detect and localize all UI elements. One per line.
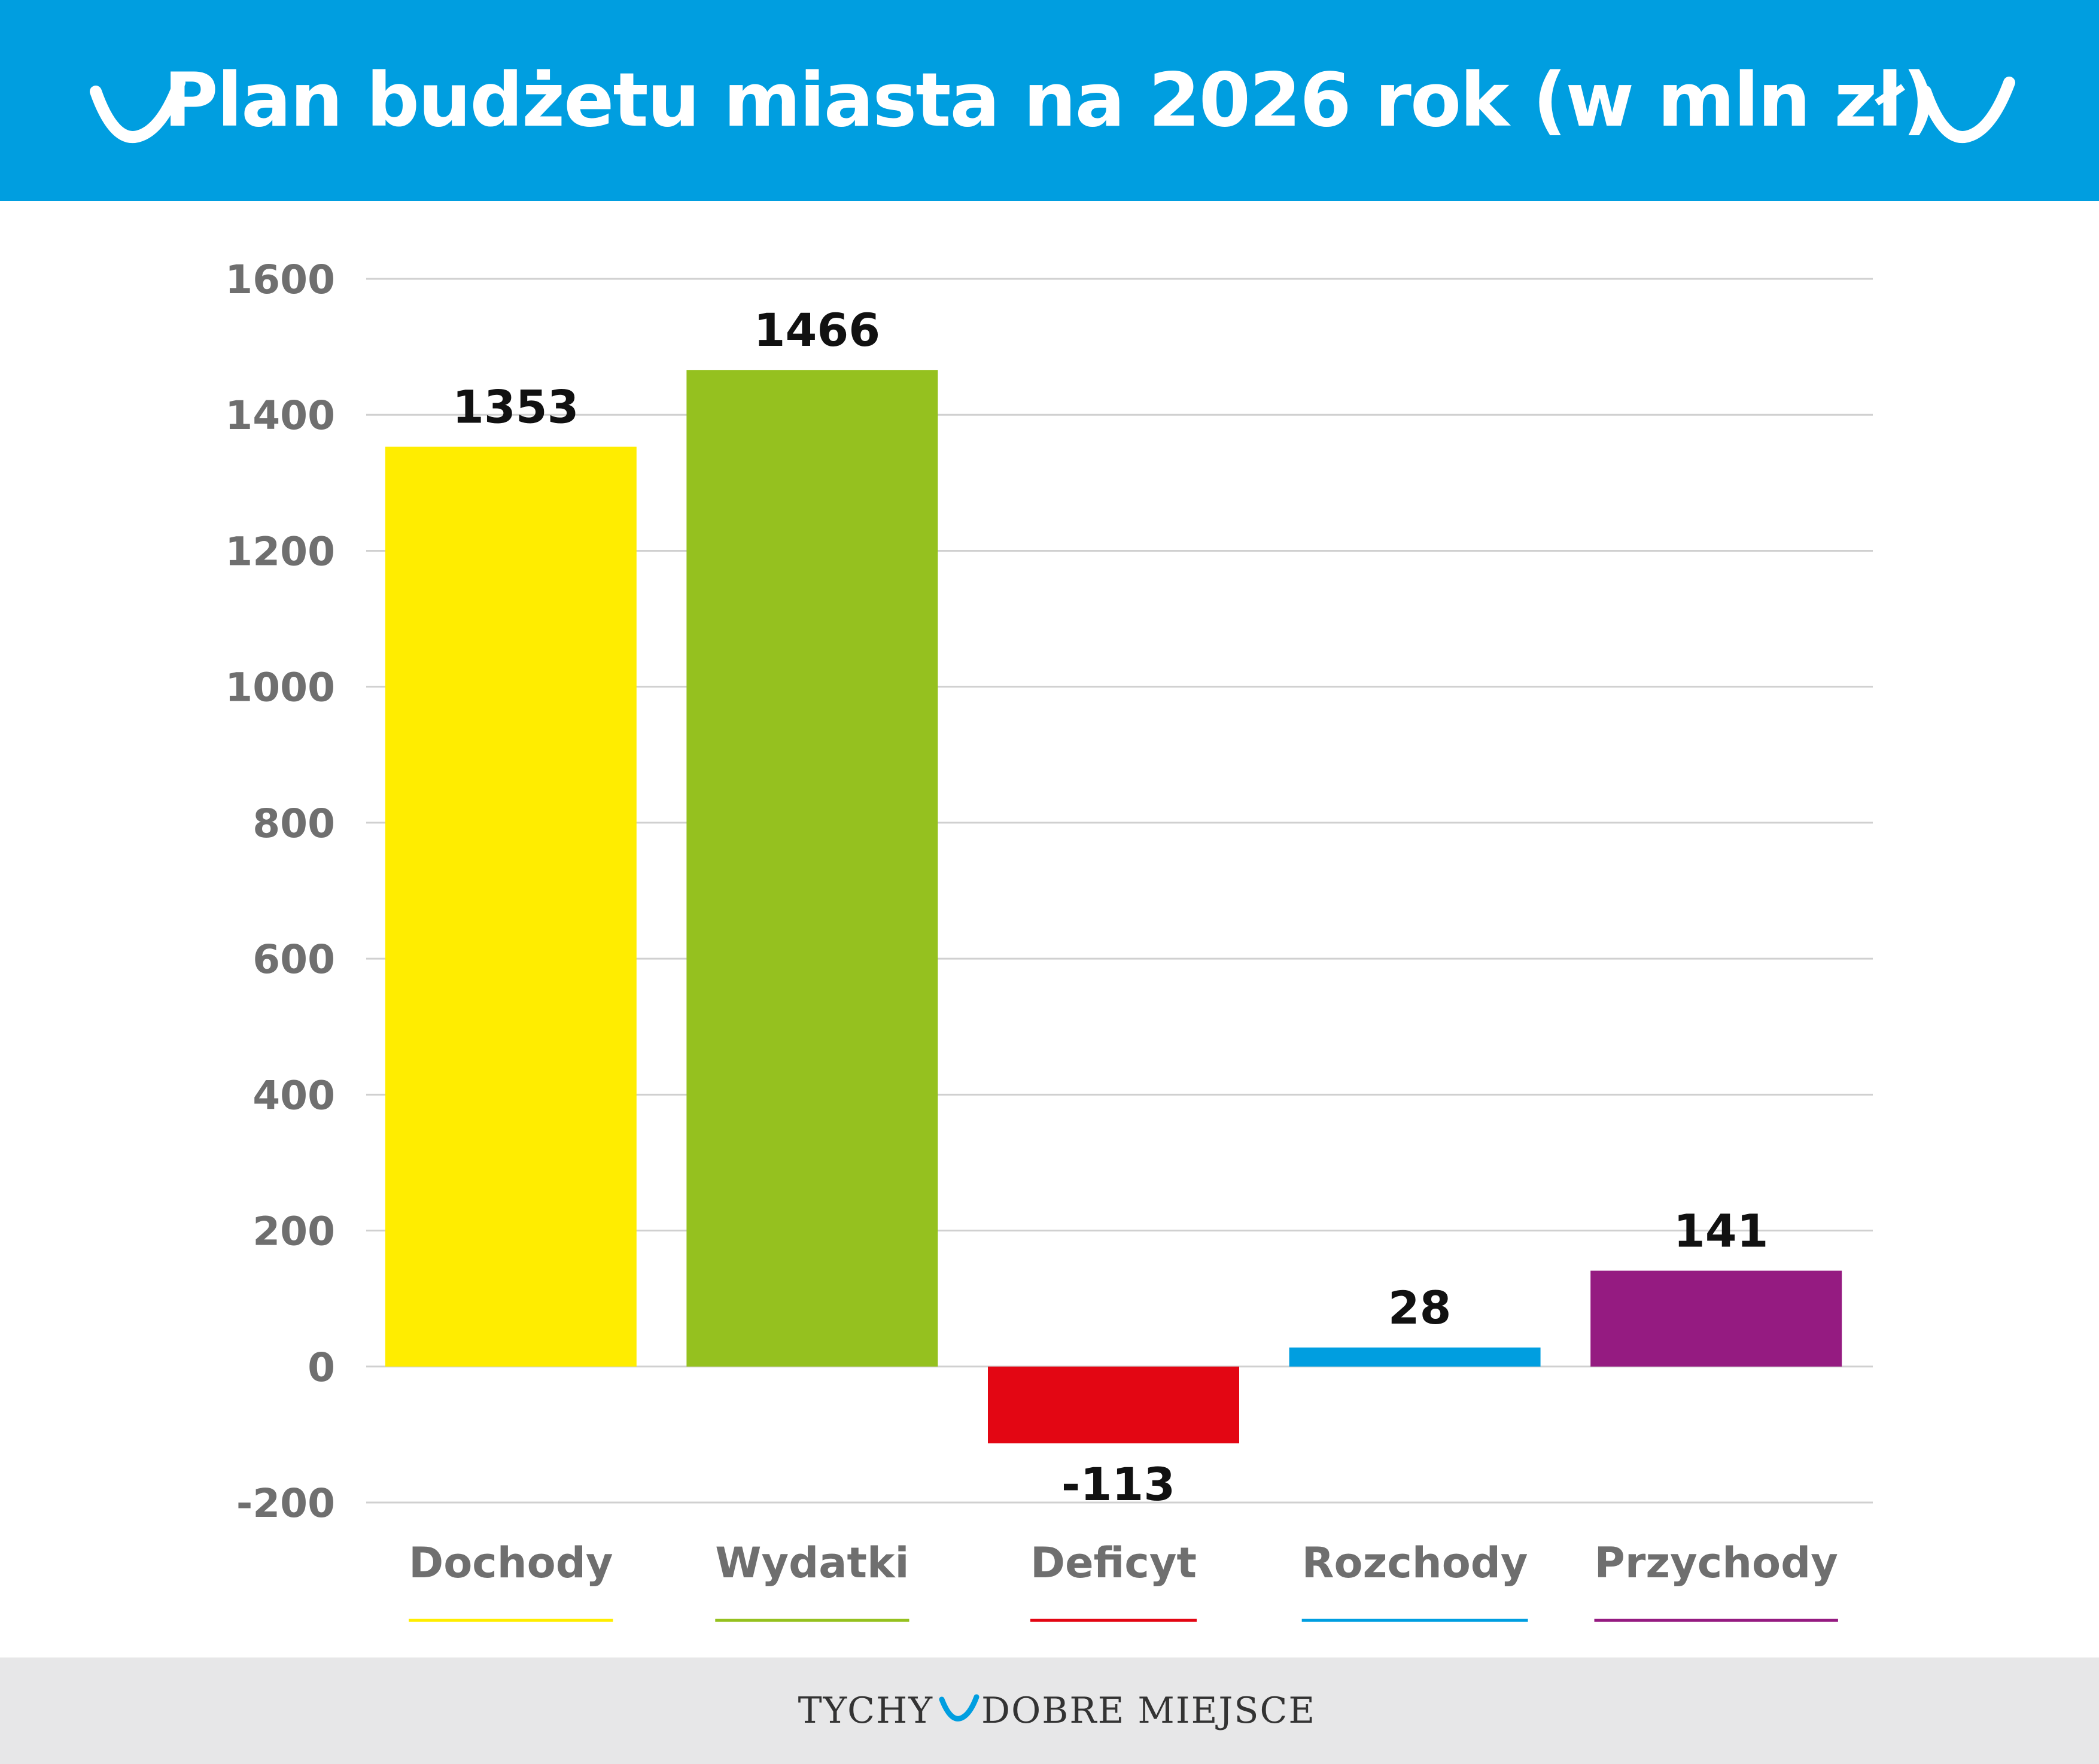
y-tick-label: 600 <box>253 936 335 983</box>
y-tick-label: 200 <box>253 1209 335 1255</box>
x-tick-label: Deficyt <box>1030 1538 1197 1587</box>
header-bar: Plan budżetu miasta na 2026 rok (w mln z… <box>0 0 2099 201</box>
checkmark-icon <box>939 1694 979 1722</box>
y-tick-label: 800 <box>253 801 335 847</box>
y-tick-label: -200 <box>236 1480 335 1526</box>
checkmark-icon <box>1919 77 2015 143</box>
data-label: 141 <box>1674 1205 1769 1258</box>
data-label: 1353 <box>452 381 579 434</box>
y-tick-label: 0 <box>308 1345 335 1391</box>
data-label: 28 <box>1388 1281 1452 1334</box>
bar-chart: 1600 1400 1200 1000 800 600 400 200 0 -200 1353 Doc… <box>225 257 1873 1622</box>
footer-brand-right: DOBRE MIEJSCE <box>981 1690 1316 1732</box>
x-tick-label: Przychody <box>1595 1538 1838 1587</box>
page-title: Plan budżetu miasta na 2026 rok (w mln z… <box>163 57 1936 144</box>
y-tick-label: 1600 <box>225 257 335 303</box>
bar <box>988 1366 1239 1444</box>
bar <box>1590 1270 1842 1367</box>
y-tick-label: 400 <box>253 1072 335 1118</box>
x-tick-label: Rozchody <box>1302 1538 1528 1587</box>
y-tick-label: 1200 <box>225 528 335 574</box>
footer-brand-left: TYCHY <box>798 1690 933 1732</box>
bar <box>686 370 938 1367</box>
data-label: 1466 <box>754 303 881 357</box>
bar <box>1289 1347 1541 1367</box>
x-tick-label: Dochody <box>409 1538 613 1587</box>
y-tick-label: 1400 <box>225 393 335 439</box>
data-label: -113 <box>1061 1458 1175 1511</box>
footer-bar: TYCHY DOBRE MIEJSCE <box>0 1657 2099 1764</box>
checkmark-icon <box>90 77 185 143</box>
x-tick-label: Wydatki <box>715 1538 909 1587</box>
y-tick-label: 1000 <box>225 665 335 711</box>
bar <box>385 446 637 1367</box>
